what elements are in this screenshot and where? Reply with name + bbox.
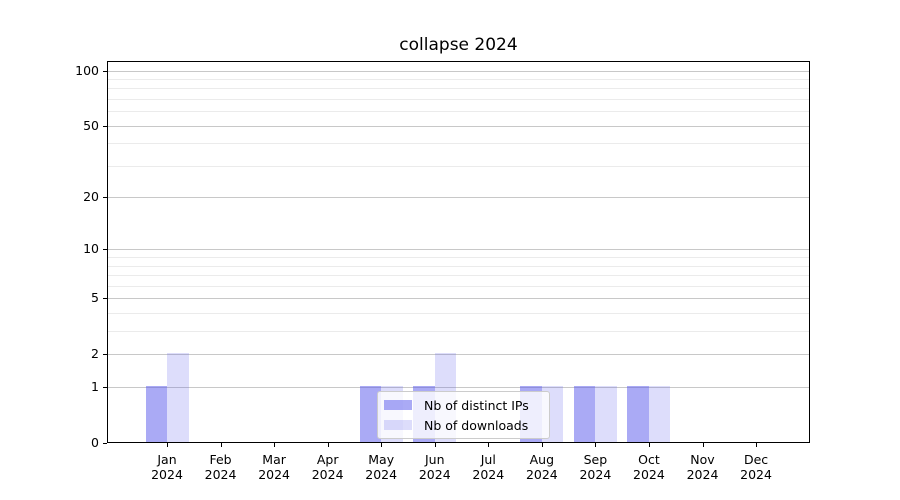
y-tick-label-1: 1 bbox=[91, 379, 99, 395]
gridline-major-2 bbox=[108, 354, 809, 356]
bar-distinct-ips-may-2024 bbox=[359, 386, 382, 442]
x-tick-mark-aug-2024 bbox=[541, 443, 543, 447]
y-tick-mark-20 bbox=[103, 197, 107, 199]
x-tick-mark-may-2024 bbox=[381, 443, 383, 447]
y-tick-label-100: 100 bbox=[75, 62, 99, 78]
gridline-major-1 bbox=[108, 387, 809, 389]
x-tick-label-feb-2024: Feb 2024 bbox=[204, 452, 237, 482]
y-tick-label-20: 20 bbox=[83, 189, 99, 205]
bar-downloads-oct-2024 bbox=[648, 386, 671, 442]
gridline-major-5 bbox=[108, 298, 809, 300]
y-tick-mark-50 bbox=[103, 125, 107, 127]
y-tick-label-5: 5 bbox=[91, 290, 99, 306]
x-tick-label-oct-2024: Oct 2024 bbox=[633, 452, 665, 482]
x-tick-mark-nov-2024 bbox=[702, 443, 704, 447]
x-tick-mark-dec-2024 bbox=[756, 443, 758, 447]
gridline-major-10 bbox=[108, 249, 809, 251]
plot-area bbox=[107, 61, 810, 443]
y-tick-mark-5 bbox=[103, 298, 107, 300]
y-tick-mark-2 bbox=[103, 354, 107, 356]
legend-item-distinct-ips: Nb of distinct IPs bbox=[384, 397, 542, 413]
bar-distinct-ips-jan-2024 bbox=[145, 386, 167, 442]
gridline-minor-3 bbox=[108, 331, 809, 333]
x-tick-mark-jul-2024 bbox=[488, 443, 490, 447]
y-tick-label-10: 10 bbox=[83, 241, 99, 257]
gridline-major-100 bbox=[108, 70, 809, 72]
bars-layer bbox=[108, 62, 809, 442]
gridline-minor-9 bbox=[108, 257, 809, 259]
bar-downloads-sep-2024 bbox=[595, 386, 617, 442]
y-tick-mark-10 bbox=[103, 249, 107, 251]
x-tick-label-sep-2024: Sep 2024 bbox=[579, 452, 612, 482]
x-tick-label-apr-2024: Apr 2024 bbox=[311, 452, 344, 482]
gridline-minor-7 bbox=[108, 275, 809, 277]
x-tick-mark-mar-2024 bbox=[274, 443, 276, 447]
gridlines-layer bbox=[108, 62, 809, 442]
x-tick-label-may-2024: May 2024 bbox=[365, 452, 398, 482]
gridline-minor-90 bbox=[108, 78, 809, 80]
y-tick-label-50: 50 bbox=[83, 117, 99, 133]
gridline-minor-4 bbox=[108, 313, 809, 315]
bar-distinct-ips-oct-2024 bbox=[627, 386, 649, 442]
gridline-minor-40 bbox=[108, 143, 809, 145]
gridline-minor-70 bbox=[108, 99, 809, 100]
x-tick-mark-jan-2024 bbox=[167, 443, 168, 447]
gridline-minor-8 bbox=[108, 265, 809, 267]
bar-downloads-jan-2024 bbox=[167, 353, 189, 442]
legend-swatch-downloads bbox=[384, 420, 412, 430]
x-tick-label-jun-2024: Jun 2024 bbox=[418, 452, 451, 482]
y-tick-label-2: 2 bbox=[91, 346, 99, 362]
chart-title: collapse 2024 bbox=[399, 35, 518, 55]
y-tick-mark-0 bbox=[103, 443, 107, 444]
x-tick-label-jan-2024: Jan 2024 bbox=[151, 452, 183, 482]
gridline-minor-60 bbox=[108, 111, 809, 113]
gridline-minor-6 bbox=[108, 285, 809, 287]
x-tick-mark-oct-2024 bbox=[648, 443, 650, 447]
legend-item-downloads: Nb of downloads bbox=[384, 417, 542, 433]
x-tick-label-dec-2024: Dec 2024 bbox=[740, 452, 772, 482]
x-tick-label-nov-2024: Nov 2024 bbox=[686, 452, 719, 482]
gridline-major-50 bbox=[108, 125, 809, 127]
legend-label-distinct-ips: Nb of distinct IPs bbox=[424, 397, 529, 413]
x-tick-mark-sep-2024 bbox=[595, 443, 597, 447]
y-tick-mark-100 bbox=[103, 70, 107, 72]
x-tick-label-jul-2024: Jul 2024 bbox=[472, 452, 505, 482]
x-tick-mark-jun-2024 bbox=[434, 443, 436, 447]
legend: Nb of distinct IPs Nb of downloads bbox=[377, 391, 550, 439]
y-tick-label-0: 0 bbox=[91, 435, 99, 450]
legend-label-downloads: Nb of downloads bbox=[424, 417, 529, 433]
gridline-major-20 bbox=[108, 197, 809, 199]
bar-distinct-ips-sep-2024 bbox=[573, 386, 596, 442]
gridline-minor-80 bbox=[108, 88, 809, 90]
legend-swatch-distinct-ips bbox=[384, 400, 412, 410]
y-tick-mark-1 bbox=[103, 387, 107, 389]
x-tick-label-mar-2024: Mar 2024 bbox=[258, 452, 290, 482]
gridline-minor-30 bbox=[108, 165, 809, 167]
x-tick-label-aug-2024: Aug 2024 bbox=[525, 452, 558, 482]
x-tick-mark-apr-2024 bbox=[327, 443, 329, 447]
x-tick-mark-feb-2024 bbox=[220, 443, 222, 447]
